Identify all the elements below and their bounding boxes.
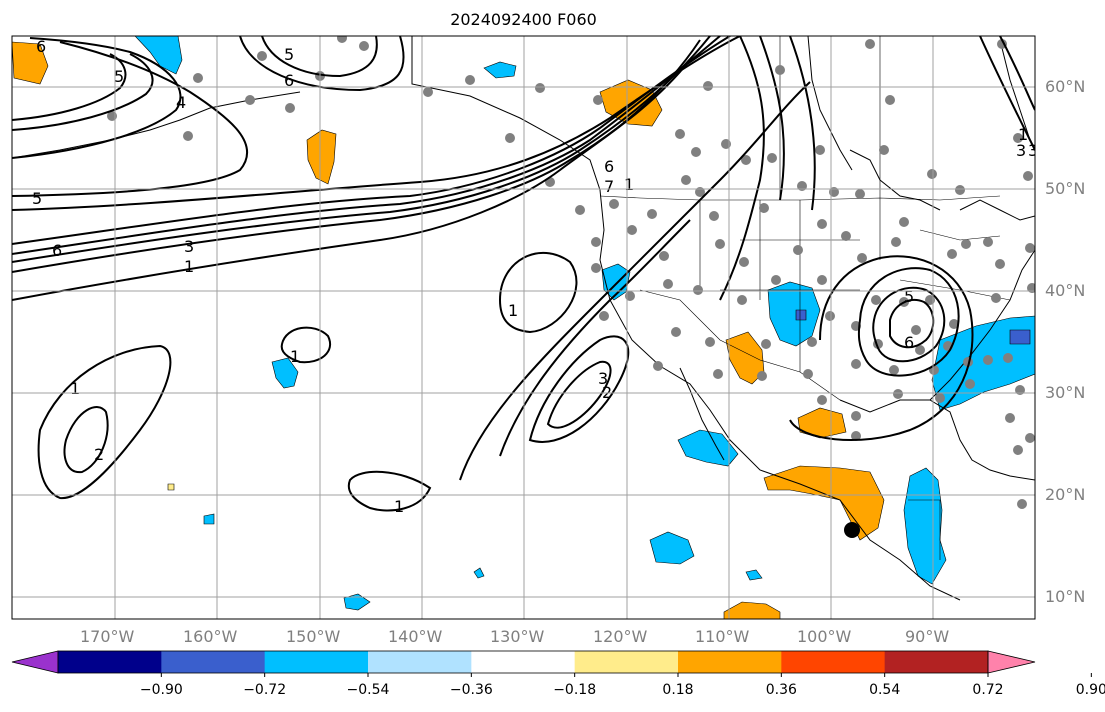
colorbar-tick-label: 0.72 <box>972 682 1004 698</box>
negative-shade <box>473 567 485 579</box>
longitude-label: 140°W <box>388 627 443 646</box>
light-positive-shade <box>167 483 175 491</box>
contour-label: 5 <box>284 45 294 64</box>
colorbar-tick-label: −0.54 <box>346 682 390 698</box>
negative-shade <box>203 513 215 525</box>
longitude-label: 160°W <box>183 627 238 646</box>
contour-lines <box>12 36 1035 512</box>
contour-label: 6 <box>284 71 294 90</box>
contour-labels: 6 5 4 6 5 5 6 3 1 1 1 2 1 1 2 3 6 7 5 6 … <box>32 37 1038 516</box>
contour-label: 1 <box>394 497 404 516</box>
latitude-label: 30°N <box>1045 383 1086 402</box>
contour-label: 1 <box>624 175 634 194</box>
colorbar-segment <box>574 651 679 673</box>
latitude-label: 20°N <box>1045 485 1086 504</box>
latitude-label: 40°N <box>1045 281 1086 300</box>
deep-negative-shade <box>1009 329 1031 345</box>
colorbar-tick-label: 0.90 <box>1075 682 1105 698</box>
longitude-label: 120°W <box>593 627 648 646</box>
negative-shade <box>677 429 739 467</box>
longitude-label: 150°W <box>286 627 341 646</box>
positive-shade <box>723 601 781 619</box>
contour-label: 5 <box>32 189 42 208</box>
coastlines <box>12 36 1035 601</box>
deep-negative-shade <box>795 309 807 321</box>
contour-label: 2 <box>94 445 104 464</box>
negative-shade <box>134 36 183 75</box>
contour-label: 1 <box>184 257 194 276</box>
contour-label: 1 <box>290 347 300 366</box>
positive-shade <box>763 465 885 541</box>
longitude-label: 170°W <box>80 627 135 646</box>
positive-shade <box>12 41 49 85</box>
colorbar-segment <box>471 651 576 673</box>
longitude-label: 110°W <box>695 627 750 646</box>
contour-label: 6 <box>36 37 46 56</box>
contour-label: 4 <box>176 93 186 112</box>
gridlines <box>12 36 1035 619</box>
longitude-label: 90°W <box>905 627 950 646</box>
contour-label: 6 <box>904 333 914 352</box>
contour-label: 1 <box>508 301 518 320</box>
colorbar-tick-label: −0.18 <box>553 682 597 698</box>
contour-label: 1 <box>70 379 80 398</box>
positive-shade <box>797 407 847 439</box>
colorbar-segment <box>368 651 472 673</box>
colorbar-segment <box>884 651 989 673</box>
positive-shade <box>306 129 337 185</box>
colorbar-tick-label: 0.54 <box>869 682 901 698</box>
station-markers <box>107 36 1035 509</box>
colorbar-segment <box>781 651 886 673</box>
contour-label: 3 <box>184 237 194 256</box>
map-title: 2024092400 F060 <box>450 10 597 29</box>
colorbar <box>11 650 1092 677</box>
latitude-label: 10°N <box>1045 587 1086 606</box>
contour-label: 5 <box>114 67 124 86</box>
colorbar-extend-low <box>11 650 59 674</box>
colorbar-segment <box>58 651 162 673</box>
location-marker <box>844 522 860 538</box>
contour-label: 1 <box>1018 125 1028 144</box>
latitude-label: 60°N <box>1045 77 1086 96</box>
longitude-label: 100°W <box>797 627 852 646</box>
shaded-anomalies <box>12 36 1035 619</box>
colorbar-segment <box>161 651 266 673</box>
contour-label: 7 <box>604 177 614 196</box>
contour-label: 6 <box>604 157 614 176</box>
political-borders <box>599 36 1011 560</box>
negative-shade <box>767 281 821 347</box>
negative-shade <box>483 61 517 79</box>
map-frame <box>11 35 1036 620</box>
negative-shade <box>271 357 299 389</box>
negative-shade <box>649 531 695 565</box>
colorbar-tick-label: 0.18 <box>662 682 694 698</box>
colorbar-tick-label: −0.90 <box>139 682 183 698</box>
contour-label: 3 <box>1016 141 1026 160</box>
colorbar-extend-high <box>987 650 1036 674</box>
contour-label: 3 <box>598 369 608 388</box>
longitude-label: 130°W <box>490 627 545 646</box>
colorbar-tick-label: 0.36 <box>765 682 797 698</box>
contour-label: 6 <box>52 241 62 260</box>
colorbar-tick-label: −0.36 <box>449 682 493 698</box>
colorbar-segment <box>264 651 369 673</box>
colorbar-tick-label: −0.72 <box>243 682 287 698</box>
contour-label: 5 <box>904 287 914 306</box>
negative-shade <box>343 593 371 611</box>
negative-shade <box>903 467 947 585</box>
colorbar-outline <box>57 650 989 674</box>
colorbar-segment <box>678 651 782 673</box>
contour-label: 3 <box>1028 141 1038 160</box>
latitude-label: 50°N <box>1045 179 1086 198</box>
negative-shade <box>745 569 763 581</box>
